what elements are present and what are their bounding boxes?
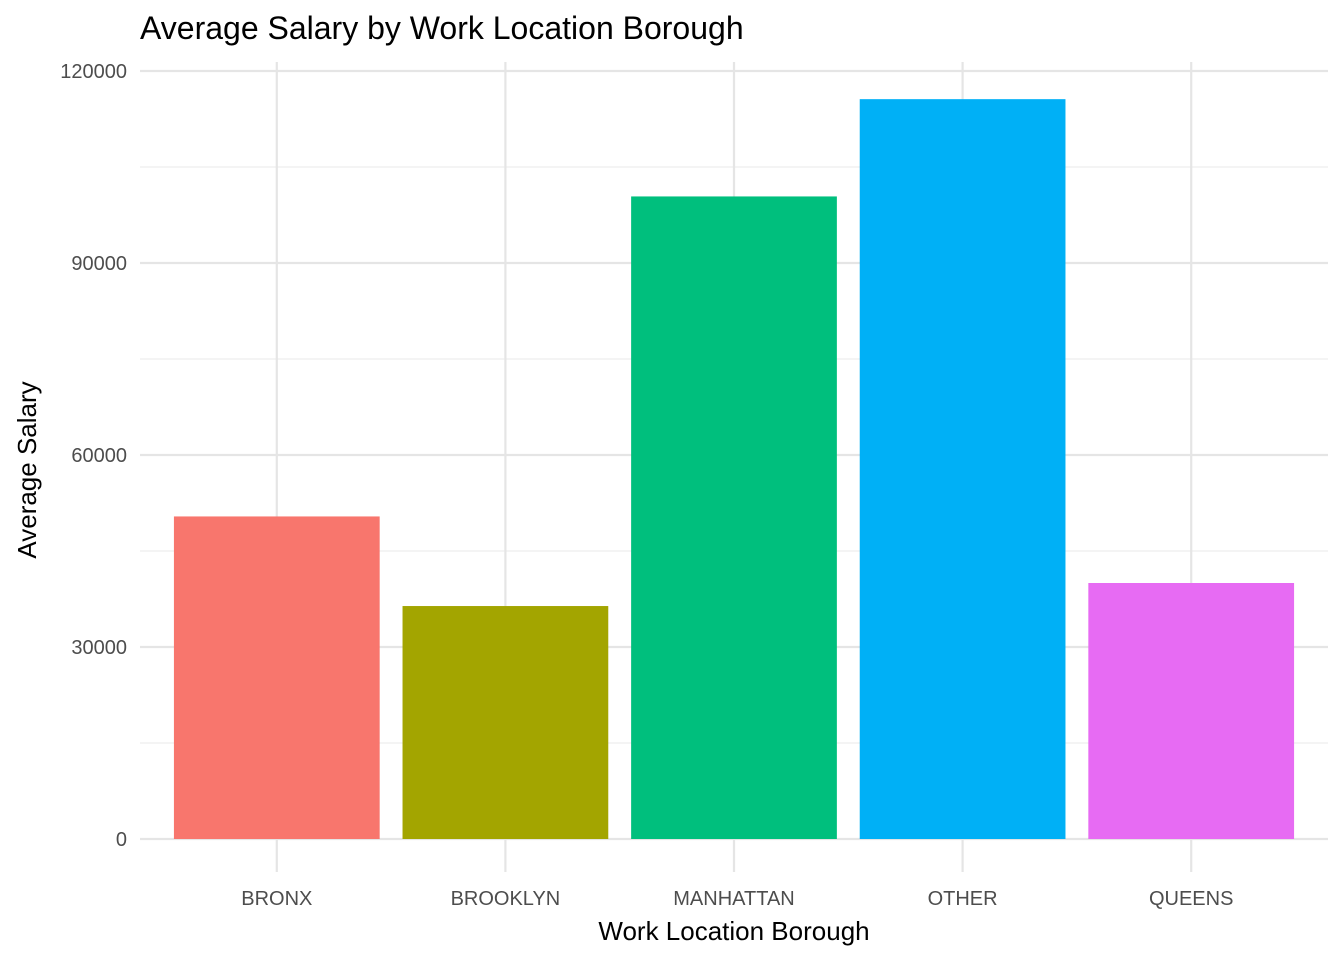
x-tick-label: MANHATTAN xyxy=(673,888,794,910)
y-tick-label: 30000 xyxy=(71,637,127,659)
bar-series xyxy=(173,99,1295,839)
x-tick-label: BROOKLYN xyxy=(451,888,561,910)
y-tick-label: 60000 xyxy=(71,445,127,467)
y-axis-title: Average Salary xyxy=(12,381,42,558)
bar xyxy=(402,606,609,839)
x-tick-label: QUEENS xyxy=(1149,888,1233,910)
y-axis-tick-labels: 0 30000 60000 90000 120000 xyxy=(60,61,127,851)
bar xyxy=(1088,583,1295,839)
bar xyxy=(631,196,837,839)
bar xyxy=(173,516,380,839)
x-tick-label: OTHER xyxy=(928,888,998,910)
y-tick-label: 120000 xyxy=(60,61,127,83)
y-tick-label: 90000 xyxy=(71,253,127,275)
bar xyxy=(859,99,1066,839)
y-tick-label: 0 xyxy=(116,829,127,851)
chart-title: Average Salary by Work Location Borough xyxy=(140,10,744,46)
x-axis-tick-labels: BRONX BROOKLYN MANHATTAN OTHER QUEENS xyxy=(241,888,1233,910)
x-tick-label: BRONX xyxy=(241,888,312,910)
x-axis-title: Work Location Borough xyxy=(598,916,869,946)
